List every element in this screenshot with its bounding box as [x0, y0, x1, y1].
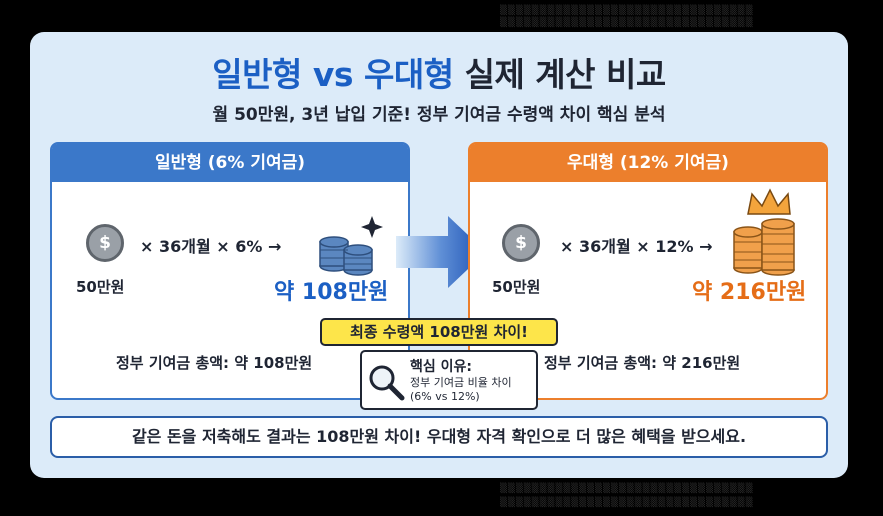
- background-text-bottom: ▒▒▒▒▒▒▒▒▒▒▒▒▒▒▒▒▒▒▒▒▒▒▒▒▒▒▒▒▒▒▒▒: [500, 484, 754, 494]
- coin-icon: $: [502, 224, 540, 262]
- footer-message: 같은 돈을 저축해도 결과는 108만원 차이! 우대형 자격 확인으로 더 많…: [50, 416, 828, 458]
- general-result: 약 108만원: [274, 280, 389, 305]
- calc-formula: × 36개월 × 12% →: [560, 237, 713, 256]
- crown-icon: [747, 188, 791, 215]
- difference-callout: 최종 수령액 108만원 차이!: [320, 318, 558, 346]
- general-panel-header: 일반형 (6% 기여금): [52, 144, 408, 182]
- title-rest: 실제 계산 비교: [453, 55, 667, 94]
- coin-amount-label: 50만원: [76, 278, 125, 296]
- general-panel: 일반형 (6% 기여금) $ 50만원 × 36개월 × 6% → 약 108만…: [50, 142, 410, 400]
- coin-amount-label: 50만원: [492, 278, 541, 296]
- preferred-total: 정부 기여금 총액: 약 216만원: [544, 354, 741, 372]
- coin-symbol: $: [99, 233, 111, 253]
- comparison-card: 일반형 vs 우대형 실제 계산 비교 월 50만원, 3년 납입 기준! 정부…: [30, 32, 848, 478]
- sparkle-icon: [361, 216, 383, 238]
- general-total: 정부 기여금 총액: 약 108만원: [116, 354, 313, 372]
- key-reason-box: 핵심 이유: 정부 기여금 비율 차이 (6% vs 12%): [360, 350, 538, 410]
- reason-line-2: (6% vs 12%): [410, 390, 480, 403]
- page-title: 일반형 vs 우대형 실제 계산 비교: [30, 48, 848, 96]
- coin-stack-icon: [319, 216, 383, 276]
- page-subtitle: 월 50만원, 3년 납입 기준! 정부 기여금 수령액 차이 핵심 분석: [212, 105, 666, 125]
- title-preferred: 우대형: [364, 55, 454, 94]
- preferred-result: 약 216만원: [692, 280, 807, 305]
- background-text-bottom-2: ▒▒▒▒▒▒▒▒▒▒▒▒▒▒▒▒▒▒▒▒▒▒▒▒▒▒▒▒▒▒▒▒: [500, 498, 754, 508]
- background-text-top: ▒▒▒▒▒▒▒▒▒▒▒▒▒▒▒▒▒▒▒▒▒▒▒▒▒▒▒▒▒▒▒▒: [500, 6, 754, 16]
- preferred-panel: 우대형 (12% 기여금) $ 50만원 × 36개월 × 12% → 약 21…: [468, 142, 828, 400]
- coin-symbol: $: [515, 233, 527, 253]
- title-vs: vs: [301, 55, 364, 94]
- background-text-top-2: ▒▒▒▒▒▒▒▒▒▒▒▒▒▒▒▒▒▒▒▒▒▒▒▒▒▒▒▒▒▒▒▒: [500, 18, 754, 28]
- calc-formula: × 36개월 × 6% →: [140, 237, 282, 256]
- reason-title: 핵심 이유:: [410, 359, 472, 375]
- reason-line-1: 정부 기여금 비율 차이: [410, 376, 512, 389]
- coin-stack-icon: [733, 188, 795, 276]
- arrow-right-icon: [396, 216, 486, 288]
- preferred-panel-header: 우대형 (12% 기여금): [470, 144, 826, 182]
- magnifier-icon: [369, 365, 405, 401]
- title-general: 일반형: [212, 55, 302, 94]
- coin-icon: $: [86, 224, 124, 262]
